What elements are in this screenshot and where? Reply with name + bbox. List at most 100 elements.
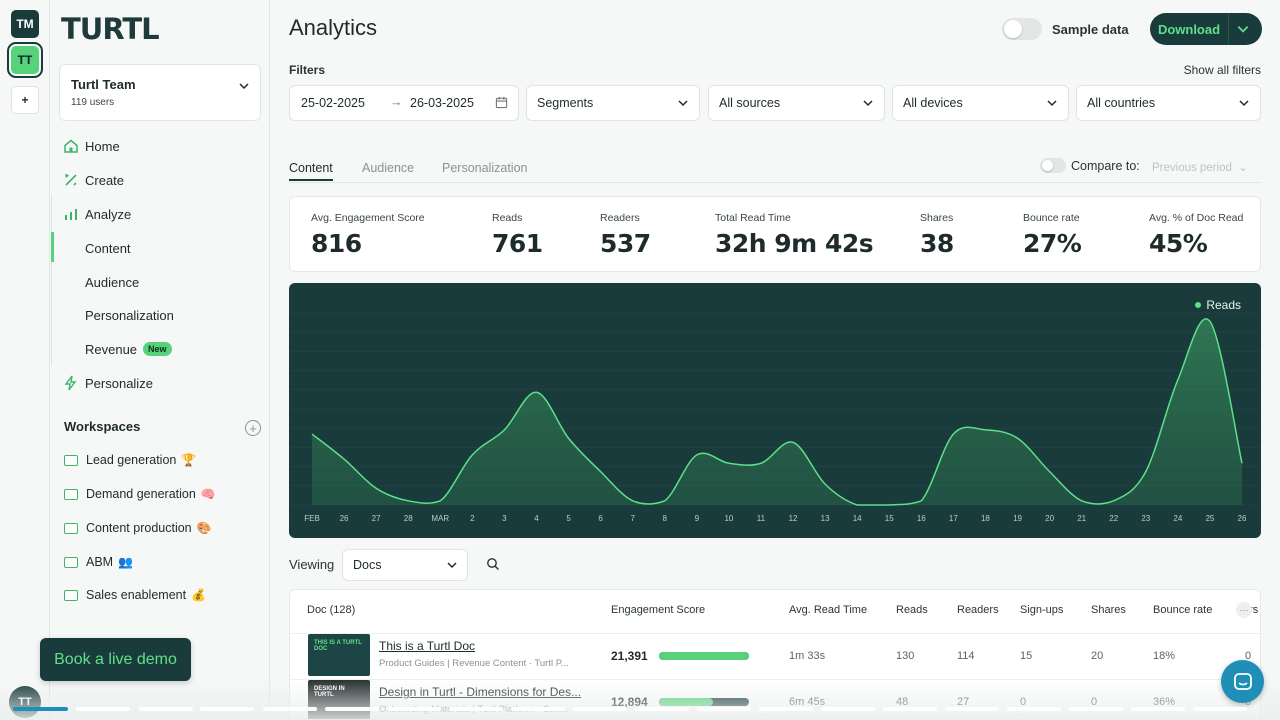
- date-range-picker[interactable]: 25-02-2025 → 26-03-2025: [289, 85, 519, 121]
- x-tick-label: 8: [663, 514, 668, 523]
- workspace-tt[interactable]: TT: [7, 42, 43, 78]
- x-tick-label: FEB: [304, 514, 320, 523]
- x-tick-label: 24: [1173, 514, 1182, 523]
- progress-segment: [1069, 707, 1123, 711]
- segments-select[interactable]: Segments: [526, 85, 700, 121]
- chart-plot: FEB 26 27 28 MAR 2 3 4 5 6 7 8 9 10 11 12 13 14 15 16 17 18 19…: [289, 312, 1261, 523]
- plus-circle-icon[interactable]: +: [245, 420, 261, 436]
- tab-audience[interactable]: Audience: [362, 161, 415, 175]
- search-icon[interactable]: [486, 557, 500, 576]
- book-demo-button[interactable]: Book a live demo: [40, 638, 191, 681]
- workspace-rail: TM TT + TT: [0, 0, 50, 720]
- tab-personalization[interactable]: Personalization: [442, 161, 528, 175]
- workspace-label: Sales enablement: [86, 588, 187, 602]
- nav-home[interactable]: Home: [63, 134, 120, 158]
- table-row[interactable]: DESIGN IN TURTL Design in Turtl - Dimens…: [290, 679, 1260, 719]
- workspace-item[interactable]: Content production 🎨: [64, 517, 212, 539]
- nav-analyze[interactable]: Analyze: [63, 202, 131, 226]
- workspace-tm[interactable]: TM: [11, 10, 39, 38]
- column-header-signups[interactable]: Sign-ups: [1020, 604, 1064, 616]
- kpi-value: 761: [492, 229, 543, 258]
- table-row[interactable]: THIS IS A TURTL DOC This is a Turtl Doc …: [290, 633, 1260, 679]
- column-header-engagement[interactable]: Engagement Score: [611, 604, 706, 616]
- x-tick-label: MAR: [431, 514, 449, 523]
- home-icon: [63, 138, 79, 154]
- sources-select[interactable]: All sources: [708, 85, 885, 121]
- nav-create[interactable]: Create: [63, 168, 124, 192]
- engagement-bar: [659, 698, 749, 706]
- x-tick-label: 16: [917, 514, 926, 523]
- reads: 130: [896, 650, 915, 662]
- nav-personalization[interactable]: Personalization: [85, 307, 174, 323]
- download-button[interactable]: Download: [1150, 13, 1262, 45]
- column-header-reads[interactable]: Reads: [896, 604, 928, 616]
- workspace-item[interactable]: Lead generation 🏆: [64, 449, 196, 471]
- countries-select[interactable]: All countries: [1076, 85, 1261, 121]
- add-workspace-button[interactable]: +: [11, 86, 39, 114]
- chevron-down-icon: [1238, 97, 1250, 112]
- kpi-value: 27%: [1023, 229, 1082, 258]
- column-header-read-time[interactable]: Avg. Read Time: [789, 604, 868, 616]
- series-line-reads[interactable]: [311, 318, 1243, 506]
- devices-select[interactable]: All devices: [892, 85, 1069, 121]
- column-header-readers[interactable]: Readers: [957, 604, 999, 616]
- progress-segment: [1007, 707, 1061, 711]
- kpi-label: Reads: [492, 212, 523, 224]
- x-tick-label: 7: [630, 514, 635, 523]
- turtl-logo[interactable]: TURTL: [61, 12, 160, 46]
- x-tick-label: 20: [1045, 514, 1054, 523]
- kpi-label: Readers: [600, 212, 640, 224]
- more-columns-icon[interactable]: ···: [1236, 602, 1252, 618]
- x-tick-label: 6: [598, 514, 603, 523]
- kpi-value: 32h 9m 42s: [715, 229, 874, 258]
- read-time: 1m 33s: [789, 650, 826, 662]
- analyze-icon: [63, 206, 79, 222]
- page-title: Analytics: [289, 15, 378, 40]
- sample-data-toggle[interactable]: [1002, 18, 1042, 40]
- x-tick-label: 23: [1141, 514, 1150, 523]
- kpi-reads: Reads 761: [492, 212, 543, 258]
- chevron-down-icon: [862, 97, 874, 112]
- shares: 20: [1091, 650, 1104, 662]
- workspace-item[interactable]: Sales enablement 💰: [64, 584, 206, 606]
- arrow-right-icon: →: [390, 95, 403, 109]
- submenu-active-indicator: [51, 232, 54, 262]
- doc-title-link[interactable]: This is a Turtl Doc: [379, 639, 476, 653]
- viewing-select[interactable]: Docs: [342, 549, 468, 581]
- compare-toggle[interactable]: [1040, 158, 1066, 173]
- x-tick-label: 21: [1077, 514, 1086, 523]
- chevron-down-icon[interactable]: [1236, 22, 1250, 39]
- nav-audience[interactable]: Audience: [85, 274, 140, 290]
- x-tick-label: 13: [821, 514, 830, 523]
- doc-title-link[interactable]: Design in Turtl - Dimensions for Des...: [379, 685, 582, 699]
- docs-table: Doc (128) Engagement Score Avg. Read Tim…: [289, 589, 1261, 720]
- x-tick-label: 26: [1238, 514, 1247, 523]
- chart-legend[interactable]: Reads: [1195, 298, 1241, 312]
- nav-content[interactable]: Content: [85, 240, 131, 256]
- nav-analyze-label: Analyze: [85, 206, 132, 222]
- sources-value: All sources: [719, 96, 781, 110]
- avatar[interactable]: TT: [9, 686, 41, 718]
- column-header-bounce[interactable]: Bounce rate: [1153, 604, 1213, 616]
- kpi-readers: Readers 537: [600, 212, 651, 258]
- nav-revenue[interactable]: Revenue New: [85, 337, 172, 361]
- team-selector[interactable]: Turtl Team 119 users: [59, 64, 261, 121]
- column-header-shares[interactable]: Shares: [1091, 604, 1126, 616]
- nav-personalize[interactable]: Personalize: [63, 371, 153, 395]
- progress-segment: [263, 707, 317, 711]
- show-all-filters-link[interactable]: Show all filters: [1183, 63, 1261, 77]
- workspace-item[interactable]: Demand generation 🧠: [64, 483, 216, 505]
- x-tick-label: 11: [757, 514, 766, 523]
- viewing-label: Viewing: [289, 557, 335, 572]
- nav-home-label: Home: [85, 138, 120, 154]
- chat-icon[interactable]: [1221, 660, 1264, 703]
- kpi-summary: Avg. Engagement Score 816 Reads 761 Read…: [289, 196, 1261, 272]
- tab-content[interactable]: Content: [289, 161, 333, 181]
- column-header-doc[interactable]: Doc (128): [307, 604, 356, 616]
- x-tick-label: 18: [981, 514, 990, 523]
- workspace-item[interactable]: ABM 👥: [64, 551, 133, 573]
- new-badge: New: [143, 342, 172, 356]
- engagement-bar-fill: [659, 698, 713, 706]
- compare-period-select[interactable]: Previous period ⌄: [1152, 160, 1248, 174]
- progress-segment: [635, 707, 689, 711]
